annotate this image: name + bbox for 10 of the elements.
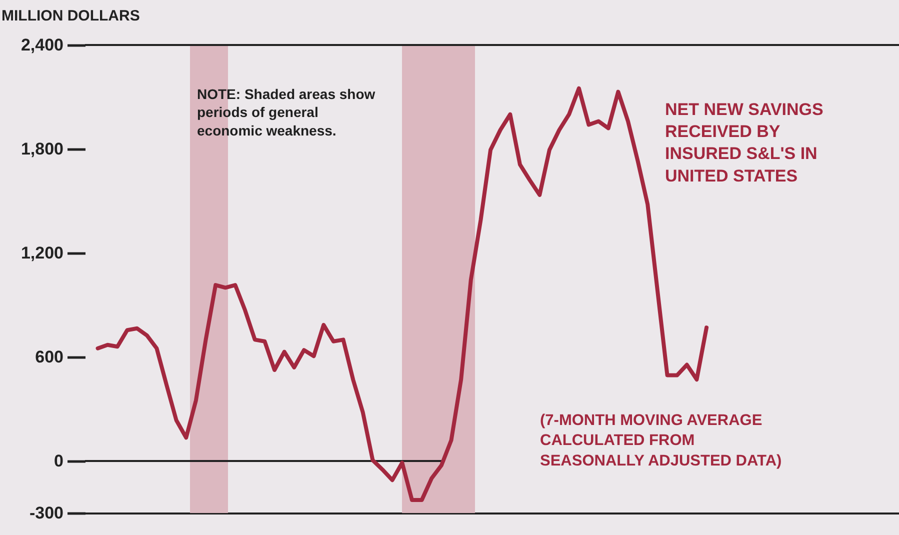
annotation: NOTE: Shaded areas show periods of general economic weakness. xyxy=(197,86,376,138)
y-tick-label: -300 xyxy=(29,504,64,522)
y-tick-label: 1,800 xyxy=(20,140,64,158)
y-tick-label: 0 xyxy=(54,452,64,470)
annotation: (7-MONTH MOVING AVERAGE CALCULATED FROM SEASONALLY ADJUSTED DATA) xyxy=(540,412,782,470)
y-tick-label: 1,200 xyxy=(20,244,64,262)
y-axis-title: MILLION DOLLARS xyxy=(2,8,140,24)
annotation: NET NEW SAVINGS RECEIVED BY INSURED S&L'S IN UNITED STATES xyxy=(665,100,824,186)
y-tick-label: 600 xyxy=(35,348,64,366)
y-tick-label: 2,400 xyxy=(20,36,64,54)
